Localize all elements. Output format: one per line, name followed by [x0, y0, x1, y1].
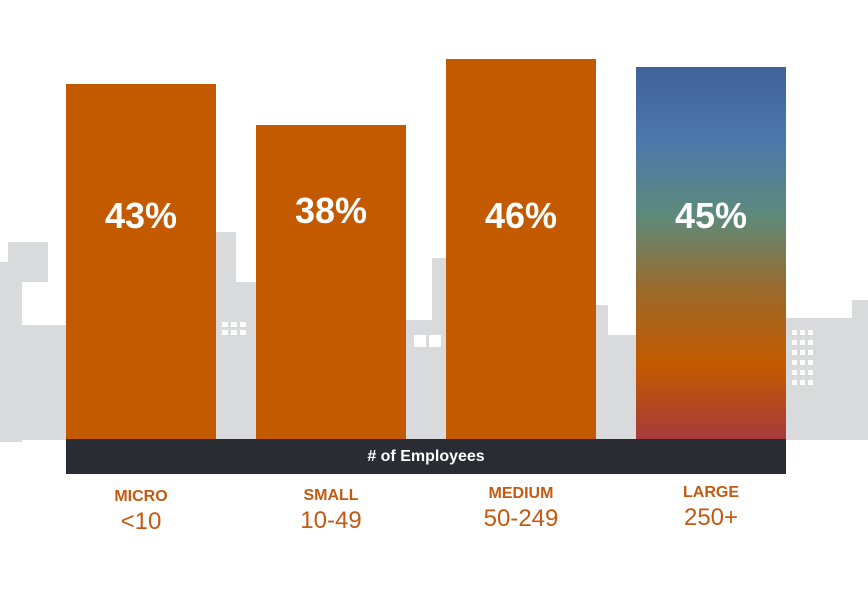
category-large: LARGE 250+ [636, 484, 786, 532]
category-range: 10-49 [300, 506, 362, 534]
category-range: <10 [120, 508, 162, 535]
bar-small [256, 125, 406, 439]
bar-value-label: 38% [294, 190, 368, 231]
category-small: SMALL 10-49 [256, 487, 406, 535]
bar-medium [446, 59, 596, 439]
bar-value-label: 45% [674, 195, 748, 236]
category-name: SMALL [303, 486, 359, 504]
category-name: MEDIUM [488, 485, 554, 502]
x-axis-title: # of Employees [66, 439, 786, 474]
bar-value-label: 43% [104, 195, 178, 236]
category-name: MICRO [114, 488, 168, 505]
bar-large [636, 67, 786, 439]
bar-value-label: 46% [484, 195, 558, 236]
category-micro: MICRO <10 [66, 488, 216, 536]
category-name: LARGE [683, 483, 739, 501]
bar-micro [66, 83, 216, 439]
category-range: 250+ [683, 503, 739, 531]
category-range: 50-249 [483, 505, 559, 532]
category-medium: MEDIUM 50-249 [446, 485, 596, 533]
